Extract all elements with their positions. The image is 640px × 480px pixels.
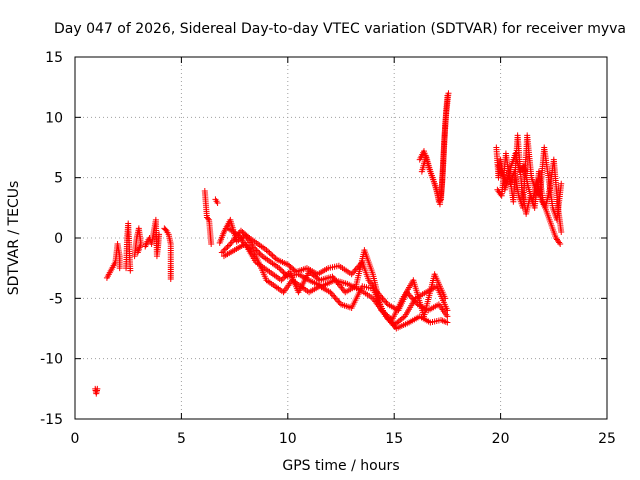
data-point — [266, 249, 273, 256]
x-axis-label: GPS time / hours — [282, 458, 399, 474]
data-point — [255, 248, 262, 255]
x-tick-label: 5 — [177, 431, 186, 447]
y-tick-label: 5 — [54, 171, 63, 187]
chart-title: Day 047 of 2026, Sidereal Day-to-day VTE… — [54, 21, 626, 37]
data-point — [225, 242, 232, 249]
data-point — [407, 293, 414, 300]
data-point — [444, 313, 451, 320]
data-point — [335, 298, 342, 305]
data-point — [557, 241, 564, 248]
data-point — [284, 271, 291, 278]
data-point — [558, 180, 565, 187]
axes: 0 5 10 15 20 25 -15 -10 -5 0 5 10 15 — [40, 50, 616, 447]
x-tick-label: 10 — [279, 431, 297, 447]
x-tick-label: 0 — [71, 431, 80, 447]
y-tick-label: 0 — [54, 231, 63, 247]
data-point — [382, 298, 389, 305]
data-point — [224, 243, 231, 250]
y-tick-label: -5 — [49, 291, 63, 307]
data-point — [331, 293, 338, 300]
data-point — [441, 318, 448, 325]
data-point — [281, 274, 288, 281]
data-point — [278, 277, 285, 284]
data-point — [252, 246, 259, 253]
y-tick-label: -15 — [40, 412, 63, 428]
data-point — [349, 269, 356, 276]
data-point — [256, 250, 263, 257]
x-tick-label: 20 — [492, 431, 510, 447]
data-point — [442, 295, 449, 302]
y-tick-label: -10 — [40, 352, 63, 368]
data-point — [282, 273, 289, 280]
data-point — [116, 265, 123, 272]
plot-frame — [74, 56, 608, 420]
data-point — [253, 247, 260, 254]
data-point — [268, 251, 275, 258]
data-point — [208, 241, 215, 248]
data-point — [220, 248, 227, 255]
data-point — [167, 276, 174, 283]
data-point — [156, 231, 163, 238]
data-point — [280, 269, 287, 276]
data-point — [334, 296, 341, 303]
y-tick-label: 10 — [45, 110, 63, 126]
data-point — [271, 253, 278, 260]
data-point — [279, 275, 286, 282]
data-point — [257, 251, 264, 258]
data-point — [330, 292, 337, 299]
data-point — [445, 90, 452, 97]
data-point — [214, 200, 221, 207]
data-point — [134, 249, 141, 256]
data-point — [127, 267, 134, 274]
data-point — [94, 385, 101, 392]
data-point — [558, 228, 565, 235]
data-point — [205, 215, 211, 222]
data-point — [277, 266, 284, 273]
y-tick-label: 15 — [45, 50, 63, 66]
data-points — [92, 90, 565, 397]
y-axis-label: SDTVAR / TECUs — [6, 181, 22, 296]
data-point — [444, 319, 451, 326]
data-point — [245, 233, 252, 240]
data-point — [221, 246, 228, 253]
data-point — [162, 226, 169, 233]
data-point — [269, 252, 276, 259]
data-point — [332, 295, 339, 302]
data-point — [223, 245, 230, 252]
data-point — [276, 265, 283, 272]
data-point — [218, 249, 225, 256]
data-point — [279, 267, 286, 274]
x-tick-label: 15 — [385, 431, 403, 447]
grid — [75, 57, 607, 419]
data-point — [250, 244, 257, 251]
x-tick-label: 25 — [598, 431, 616, 447]
